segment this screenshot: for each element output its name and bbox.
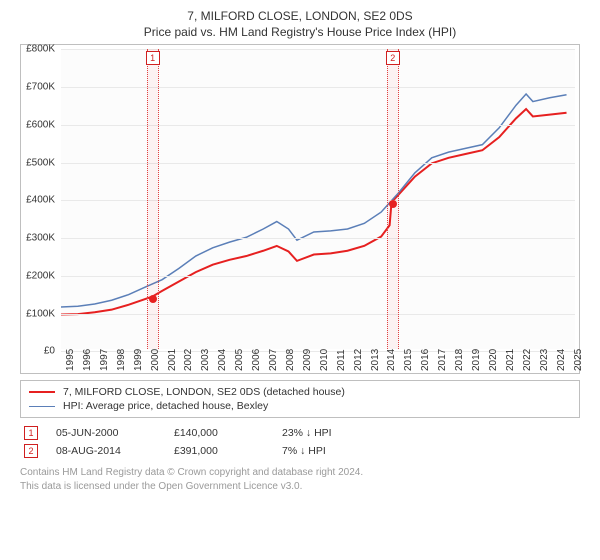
chart-title: 7, MILFORD CLOSE, LONDON, SE2 0DS Price … xyxy=(10,8,590,40)
footer-line-2: This data is licensed under the Open Gov… xyxy=(20,480,580,494)
grid-line xyxy=(61,87,575,88)
sales-table: 1 05-JUN-2000 £140,000 23% ↓ HPI 2 08-AUG-201… xyxy=(20,424,580,460)
sale-price: £140,000 xyxy=(174,427,264,439)
sale-flag-mini: 1 xyxy=(24,426,38,440)
plot-region: 12 xyxy=(61,49,575,349)
y-axis-label: £400K xyxy=(21,195,59,206)
sale-flag: 1 xyxy=(146,51,160,65)
legend-swatch xyxy=(29,406,55,407)
grid-line xyxy=(61,276,575,277)
sale-marker xyxy=(389,200,397,208)
series-subject xyxy=(61,109,567,315)
x-axis: 1995199619971998199920002001200220032004… xyxy=(61,349,575,373)
title-line-2: Price paid vs. HM Land Registry's House … xyxy=(10,24,590,40)
sale-marker xyxy=(149,295,157,303)
y-axis-label: £600K xyxy=(21,119,59,130)
footer-attribution: Contains HM Land Registry data © Crown c… xyxy=(20,466,580,493)
legend-row: HPI: Average price, detached house, Bexl… xyxy=(29,399,571,413)
grid-line xyxy=(61,125,575,126)
y-axis-label: £100K xyxy=(21,308,59,319)
sale-date: 05-JUN-2000 xyxy=(56,427,156,439)
y-axis-label: £800K xyxy=(21,44,59,55)
sale-row: 1 05-JUN-2000 £140,000 23% ↓ HPI xyxy=(20,424,580,442)
chart-svg xyxy=(61,49,575,349)
container: 7, MILFORD CLOSE, LONDON, SE2 0DS Price … xyxy=(0,0,600,560)
legend-row: 7, MILFORD CLOSE, LONDON, SE2 0DS (detac… xyxy=(29,385,571,399)
grid-line xyxy=(61,200,575,201)
grid-line xyxy=(61,314,575,315)
chart-area: 12 1995199619971998199920002001200220032… xyxy=(20,44,580,374)
sale-flag-mini: 2 xyxy=(24,444,38,458)
sale-price: £391,000 xyxy=(174,445,264,457)
sale-row: 2 08-AUG-2014 £391,000 7% ↓ HPI xyxy=(20,442,580,460)
title-line-1: 7, MILFORD CLOSE, LONDON, SE2 0DS xyxy=(10,8,590,24)
y-axis-label: £500K xyxy=(21,157,59,168)
sale-date: 08-AUG-2014 xyxy=(56,445,156,457)
y-axis-label: £0 xyxy=(21,346,59,357)
grid-line xyxy=(61,238,575,239)
grid-line xyxy=(61,163,575,164)
legend-label: 7, MILFORD CLOSE, LONDON, SE2 0DS (detac… xyxy=(63,386,345,398)
sale-delta: 23% ↓ HPI xyxy=(282,427,392,439)
footer-line-1: Contains HM Land Registry data © Crown c… xyxy=(20,466,580,480)
legend-swatch xyxy=(29,391,55,393)
sale-delta: 7% ↓ HPI xyxy=(282,445,392,457)
y-axis-label: £700K xyxy=(21,82,59,93)
y-axis-label: £300K xyxy=(21,233,59,244)
y-axis-label: £200K xyxy=(21,270,59,281)
legend-label: HPI: Average price, detached house, Bexl… xyxy=(63,400,268,412)
legend: 7, MILFORD CLOSE, LONDON, SE2 0DS (detac… xyxy=(20,380,580,418)
grid-line xyxy=(61,49,575,50)
sale-band xyxy=(147,49,159,349)
sale-flag: 2 xyxy=(386,51,400,65)
